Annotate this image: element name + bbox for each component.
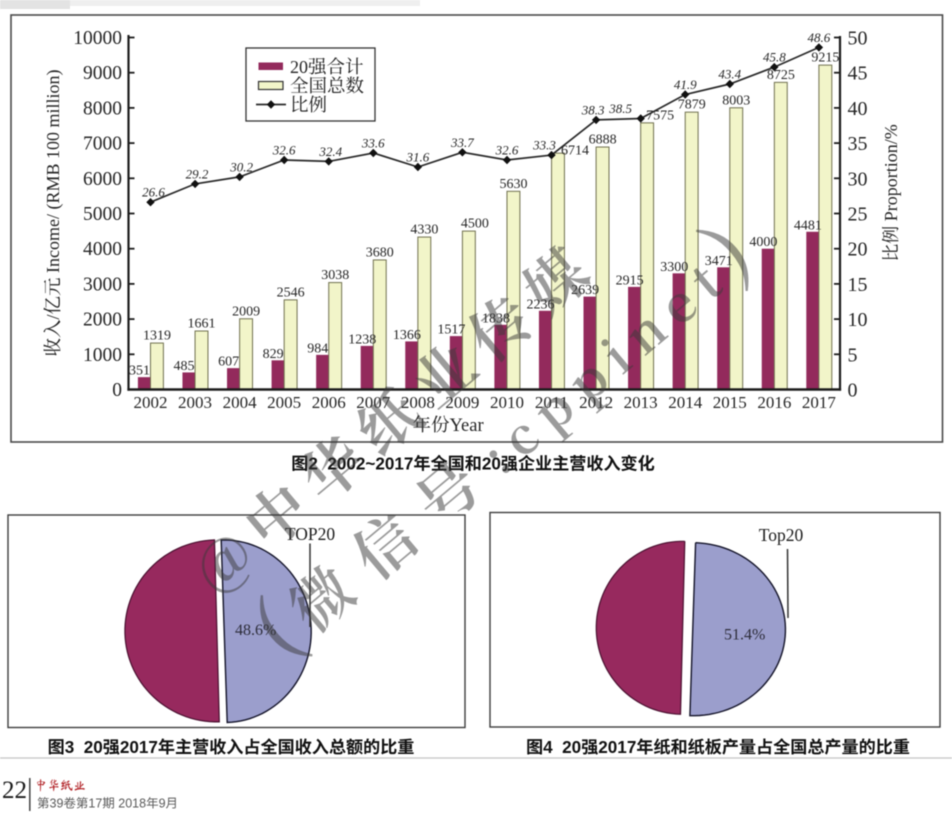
svg-text:2009: 2009	[445, 393, 479, 412]
svg-text:2003: 2003	[178, 393, 212, 412]
svg-text:33.7: 33.7	[450, 135, 474, 150]
svg-text:2546: 2546	[277, 285, 305, 300]
svg-text:1366: 1366	[393, 328, 421, 343]
svg-text:2014: 2014	[668, 393, 703, 412]
svg-text:4000: 4000	[749, 235, 777, 250]
svg-text:0: 0	[848, 380, 858, 402]
svg-text:2018: 2018	[115, 797, 146, 811]
svg-text:4330: 4330	[410, 223, 438, 238]
svg-text:607: 607	[218, 355, 239, 370]
svg-text:1319: 1319	[143, 329, 171, 344]
svg-text:2016: 2016	[757, 393, 791, 412]
svg-text:3 20: 3 20	[65, 738, 103, 757]
svg-text:9000: 9000	[83, 63, 122, 84]
svg-text:7000: 7000	[83, 134, 122, 155]
svg-text:485: 485	[174, 359, 195, 374]
svg-text:30: 30	[848, 168, 868, 190]
svg-text:50: 50	[848, 28, 868, 50]
svg-text:33.6: 33.6	[361, 135, 385, 150]
svg-text:10: 10	[848, 309, 868, 331]
svg-text:20: 20	[848, 239, 868, 261]
svg-text:4500: 4500	[461, 217, 489, 232]
svg-text:29.2: 29.2	[186, 166, 209, 181]
svg-text:6888: 6888	[589, 133, 617, 148]
svg-text:20: 20	[290, 57, 308, 77]
svg-text:8000: 8000	[83, 98, 122, 119]
svg-text:32.6: 32.6	[495, 143, 519, 158]
svg-text:45.8: 45.8	[763, 50, 786, 65]
svg-text:1238: 1238	[348, 332, 376, 347]
svg-text:3000: 3000	[83, 274, 122, 295]
svg-text:25: 25	[848, 204, 868, 226]
svg-text:43.4: 43.4	[718, 66, 741, 81]
svg-text:33.3: 33.3	[532, 138, 556, 153]
svg-text:Income/ (RMB 100 million): Income/ (RMB 100 million)	[43, 69, 64, 277]
svg-text:4481: 4481	[794, 218, 822, 233]
svg-text:2008: 2008	[401, 393, 435, 412]
svg-text:3680: 3680	[366, 245, 394, 260]
svg-text:6714: 6714	[561, 144, 589, 159]
svg-text:22: 22	[2, 777, 27, 804]
svg-text:1661: 1661	[188, 317, 216, 332]
svg-text:7879: 7879	[678, 98, 706, 113]
svg-text:2017: 2017	[120, 738, 158, 757]
svg-text:2013: 2013	[624, 393, 658, 412]
svg-text:48.6: 48.6	[808, 30, 831, 45]
svg-text:3300: 3300	[660, 260, 688, 275]
svg-text:51.4%: 51.4%	[724, 627, 765, 644]
svg-text:Year: Year	[450, 416, 484, 436]
svg-text:6000: 6000	[83, 169, 122, 190]
svg-text:40: 40	[848, 98, 868, 120]
svg-text:30.2: 30.2	[229, 159, 253, 174]
svg-text:15: 15	[848, 274, 868, 296]
svg-text:4 20: 4 20	[543, 738, 581, 757]
svg-text:35: 35	[848, 133, 868, 155]
svg-text:Proportion/%: Proportion/%	[881, 124, 901, 226]
svg-text:45: 45	[848, 63, 868, 85]
svg-text:2010: 2010	[490, 393, 524, 412]
svg-text:17: 17	[88, 797, 102, 811]
svg-text:8725: 8725	[767, 68, 795, 83]
svg-text:9: 9	[159, 797, 166, 811]
svg-text:7575: 7575	[646, 108, 674, 123]
svg-text:4000: 4000	[83, 239, 122, 260]
svg-text:2005: 2005	[267, 393, 301, 412]
svg-text:351: 351	[129, 364, 150, 379]
svg-text:2002: 2002	[134, 393, 168, 412]
svg-text:38.3: 38.3	[581, 102, 605, 117]
svg-text:8003: 8003	[722, 93, 750, 108]
svg-text:2004: 2004	[223, 393, 258, 412]
svg-text:2015: 2015	[713, 393, 747, 412]
svg-text:2915: 2915	[616, 273, 644, 288]
svg-text:10000: 10000	[73, 28, 122, 49]
svg-text:2017: 2017	[598, 738, 636, 757]
svg-text:2009: 2009	[232, 304, 260, 319]
svg-text:38.5: 38.5	[608, 101, 632, 116]
svg-text:1000: 1000	[83, 345, 122, 366]
svg-text:5000: 5000	[83, 204, 122, 225]
svg-text:26.6: 26.6	[142, 185, 165, 200]
svg-text:Top20: Top20	[759, 525, 804, 545]
svg-text:/: /	[43, 314, 63, 319]
svg-text:5: 5	[848, 344, 858, 366]
svg-text:1517: 1517	[437, 323, 465, 338]
svg-text:5630: 5630	[499, 177, 527, 192]
svg-text:9215: 9215	[811, 51, 839, 66]
svg-text:2000: 2000	[83, 310, 122, 331]
svg-text:20: 20	[482, 455, 501, 474]
svg-text:984: 984	[307, 341, 328, 356]
svg-text:41.9: 41.9	[674, 77, 697, 92]
svg-text:39: 39	[50, 797, 64, 811]
svg-text:2006: 2006	[312, 393, 346, 412]
svg-text:3038: 3038	[321, 268, 349, 283]
svg-text:32.4: 32.4	[318, 144, 342, 159]
svg-text:0: 0	[112, 380, 122, 401]
svg-text:TOP20: TOP20	[285, 524, 335, 544]
svg-text:829: 829	[263, 347, 284, 362]
svg-text:31.6: 31.6	[405, 150, 429, 165]
svg-text:3471: 3471	[705, 254, 733, 269]
svg-text:32.6: 32.6	[272, 143, 296, 158]
svg-text:2017: 2017	[802, 393, 837, 412]
